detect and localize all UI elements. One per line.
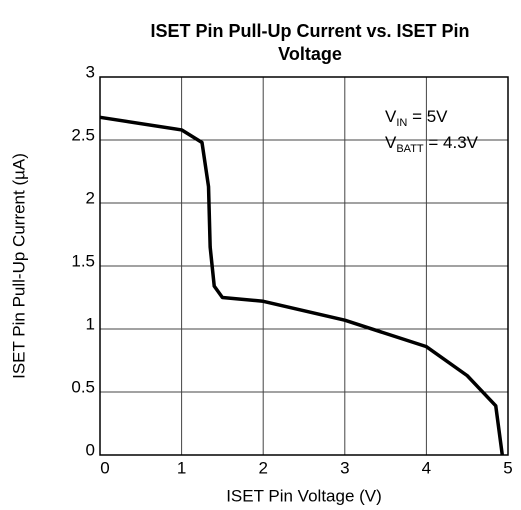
annotation: VIN = 5V	[385, 107, 448, 128]
x-axis-label: ISET Pin Voltage (V)	[226, 486, 382, 505]
chart-title: Voltage	[278, 44, 342, 64]
y-tick-label: 0	[86, 440, 95, 459]
chart-title: ISET Pin Pull-Up Current vs. ISET Pin	[150, 21, 469, 41]
y-tick-label: 1.5	[71, 251, 95, 270]
x-tick-label: 3	[340, 458, 349, 477]
x-tick-label: 5	[503, 458, 512, 477]
annotation-text: = 4.3V	[424, 133, 479, 152]
x-tick-label: 2	[258, 458, 267, 477]
annotation-text: V	[385, 133, 397, 152]
x-tick-label: 1	[177, 458, 186, 477]
x-tick-label: 0	[100, 458, 109, 477]
y-tick-label: 3	[86, 62, 95, 81]
y-tick-label: 0.5	[71, 377, 95, 396]
plot-border	[99, 76, 509, 456]
y-tick-label: 1	[86, 314, 95, 333]
annotation-sub: BATT	[396, 143, 424, 155]
x-tick-label: 4	[422, 458, 431, 477]
y-tick-label: 2	[86, 188, 95, 207]
annotation-text: = 5V	[407, 107, 448, 126]
annotation: VBATT = 4.3V	[385, 133, 479, 154]
y-axis-label: ISET Pin Pull-Up Current (µA)	[9, 153, 28, 379]
annotation-text: V	[385, 107, 397, 126]
y-tick-label: 2.5	[71, 125, 95, 144]
annotation-sub: IN	[396, 117, 407, 129]
data-line	[99, 115, 505, 456]
